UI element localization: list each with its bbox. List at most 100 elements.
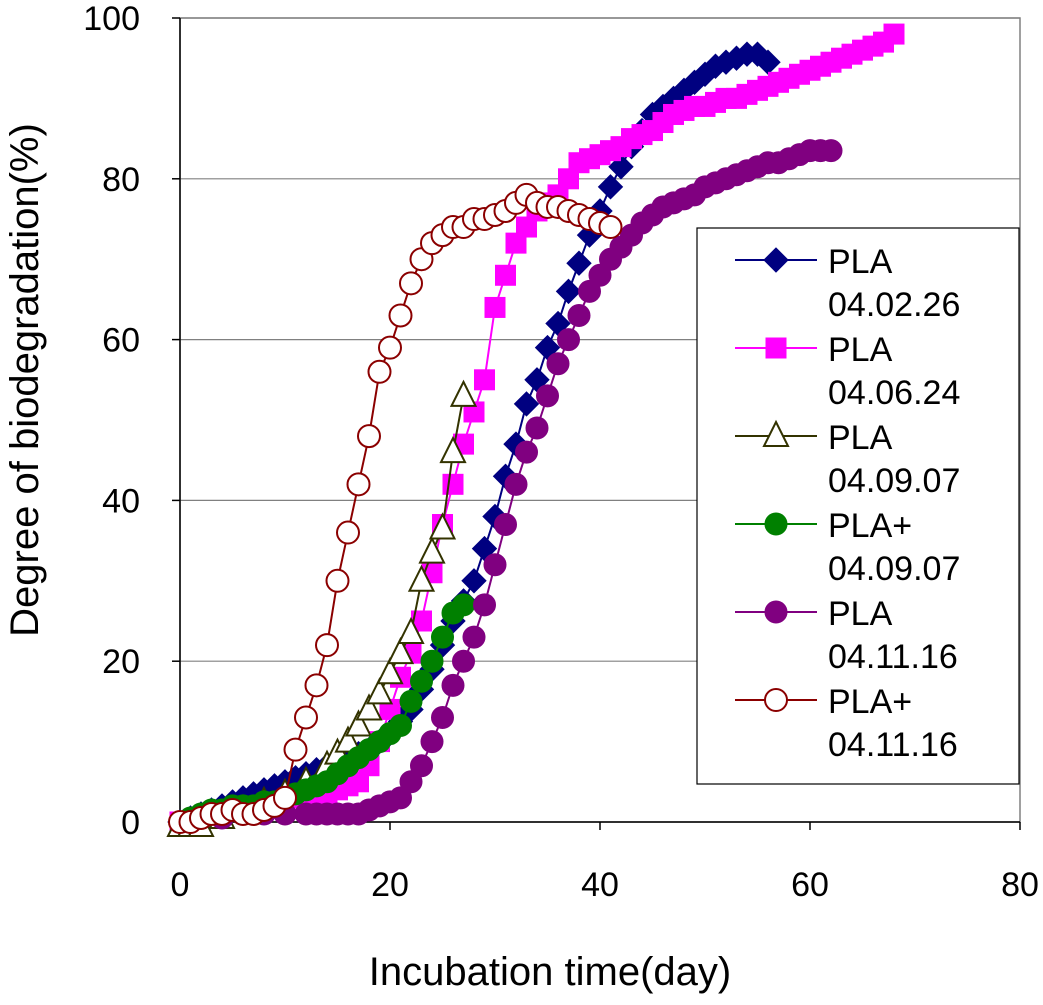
legend-label-date: 04.11.16 [828, 726, 958, 764]
data-point [557, 328, 580, 352]
legend-item: PLA+ 04.11.16 [735, 683, 958, 764]
legend-label: PLA+ [828, 507, 912, 545]
data-point [461, 568, 487, 594]
data-point [418, 536, 446, 564]
data-point [344, 709, 373, 737]
data-point [386, 636, 415, 665]
x-tick-label: 0 [171, 866, 190, 904]
data-point [462, 625, 486, 649]
legend-box [696, 227, 1020, 785]
data-point [474, 369, 495, 391]
data-point [428, 512, 457, 540]
data-point [431, 625, 454, 649]
data-point [399, 271, 423, 296]
legend-label: PLA+ [828, 683, 912, 721]
data-point [567, 303, 591, 327]
legend: PLA 04.02.26 PLA 04.06.24 PLA 04.09.07 PLA+ 04.… [696, 227, 1020, 785]
data-point [525, 416, 549, 440]
data-point [883, 23, 905, 45]
data-point [578, 279, 601, 303]
data-point [294, 705, 318, 730]
data-point [389, 786, 412, 810]
data-point [536, 384, 559, 408]
data-point [410, 754, 433, 778]
data-point [494, 513, 517, 537]
data-point [473, 593, 496, 617]
data-point [399, 689, 423, 713]
x-axis-title: Incubation time(day) [369, 950, 731, 994]
data-point [378, 335, 402, 360]
data-point [388, 303, 413, 328]
data-point [304, 673, 329, 698]
data-point [336, 520, 360, 545]
legend-item: PLA 04.02.26 [735, 243, 960, 324]
data-point [420, 730, 444, 754]
data-point [442, 473, 464, 495]
x-tick-label: 60 [791, 866, 829, 904]
x-tick-label: 80 [1001, 866, 1039, 904]
data-point [513, 391, 540, 417]
data-point [515, 440, 538, 464]
legend-label-date: 04.09.07 [828, 550, 960, 588]
data-point [431, 705, 454, 729]
data-point [325, 568, 350, 593]
data-point [598, 215, 623, 240]
data-point [334, 725, 362, 753]
y-axis-title: Degree of biodegradation(%) [3, 123, 47, 637]
data-point [357, 424, 381, 449]
data-point [588, 263, 612, 287]
data-point [367, 359, 392, 384]
data-point [504, 472, 528, 496]
data-point [819, 139, 843, 163]
data-point [597, 174, 624, 200]
data-point [399, 770, 423, 794]
data-point [376, 657, 404, 685]
data-point [315, 633, 339, 658]
legend-label: PLA [828, 595, 893, 633]
legend-marker [764, 688, 788, 712]
legend-label: PLA [828, 419, 893, 457]
data-point [452, 593, 475, 617]
legend-item: PLA 04.11.16 [735, 595, 958, 676]
legend-marker [763, 247, 789, 273]
data-point [441, 673, 465, 697]
series-4 [168, 139, 843, 834]
data-point [439, 435, 467, 464]
legend-label-date: 04.09.07 [828, 462, 960, 500]
legend-item: PLA 04.09.07 [735, 419, 960, 500]
legend-marker [762, 419, 790, 447]
data-point [410, 669, 433, 693]
y-tick-label: 40 [102, 482, 140, 520]
legend-marker [764, 512, 788, 536]
x-tick-label: 40 [581, 866, 619, 904]
data-point [420, 649, 444, 673]
data-point [452, 649, 475, 673]
legend-marker [764, 600, 788, 624]
data-point [483, 553, 507, 577]
data-point [346, 472, 371, 497]
x-tick-label: 20 [371, 866, 409, 904]
legend-label: PLA [828, 331, 893, 369]
data-series [166, 23, 905, 838]
data-point [566, 250, 592, 276]
legend-item: PLA 04.06.24 [735, 331, 960, 412]
data-point [555, 278, 582, 305]
data-point [484, 296, 506, 318]
legend-label-date: 04.02.26 [828, 286, 960, 324]
series-5 [168, 182, 623, 834]
y-tick-label: 0 [121, 804, 140, 842]
legend-label-date: 04.06.24 [828, 374, 960, 412]
data-point [495, 264, 516, 286]
legend-marker [765, 337, 787, 359]
data-point [449, 379, 478, 407]
data-point [365, 677, 394, 705]
data-point [389, 714, 412, 738]
y-tick-label: 100 [83, 0, 140, 38]
legend-item: PLA+ 04.09.07 [735, 507, 960, 588]
y-tick-label: 60 [102, 322, 140, 360]
data-point [397, 616, 425, 645]
data-point [355, 693, 383, 721]
legend-label: PLA [828, 243, 893, 281]
